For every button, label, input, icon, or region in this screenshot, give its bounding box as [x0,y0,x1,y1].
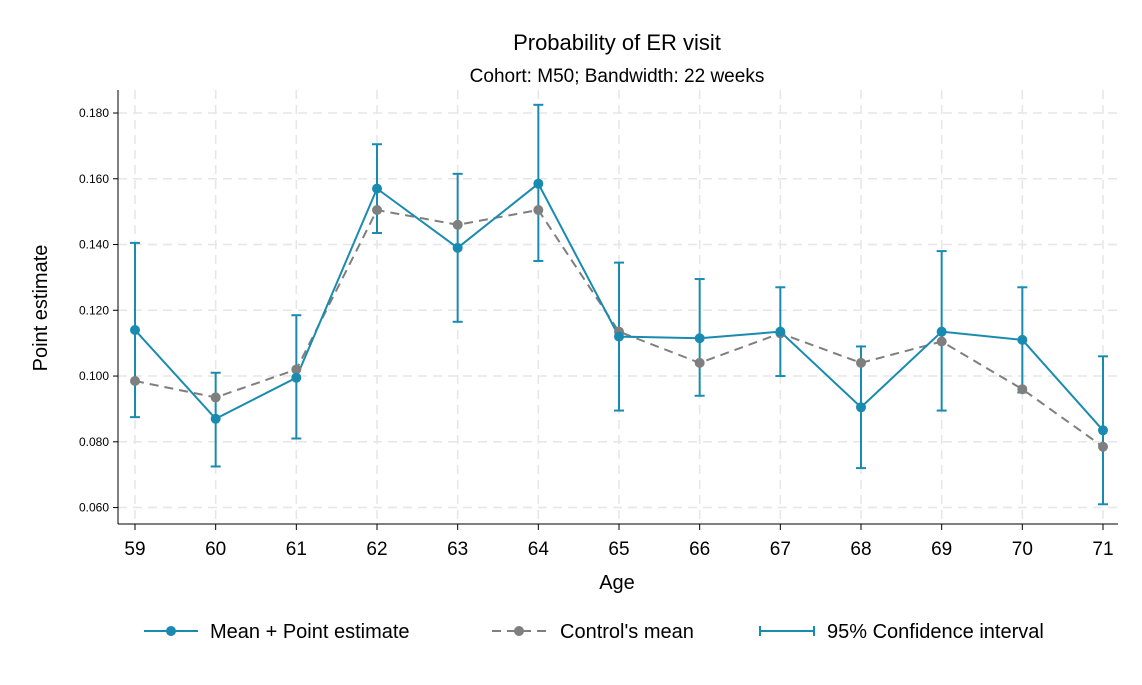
series-0-point-8 [775,326,786,337]
legend-item-confidence-interval: 95% Confidence interval [759,621,1044,643]
y-tick-label-1: 0.080 [79,435,109,449]
legend: Mean + Point estimate Control's mean 95%… [144,621,1044,643]
chart-subtitle: Cohort: M50; Bandwidth: 22 weeks [470,66,765,87]
y-tick-label-2: 0.100 [79,369,109,383]
legend-item-controls-mean: Control's mean [492,621,694,643]
x-tick-label-8: 67 [770,539,791,560]
series-1-point-4 [452,219,463,230]
axes [117,90,1118,525]
legend-label-confidence-interval: 95% Confidence interval [827,621,1044,643]
x-axis-ticks: 59 60 61 62 63 64 65 66 67 68 69 70 71 [124,524,1114,560]
series-0-point-3 [372,183,382,194]
legend-item-mean-point-estimate: Mean + Point estimate [144,621,410,643]
x-tick-label-3: 62 [366,539,387,560]
series-markers [130,178,1108,452]
chart-title: Probability of ER visit [513,30,721,55]
series-0-point-1 [210,413,221,424]
series-0-point-0 [130,325,140,336]
series-0-point-12 [1098,425,1108,436]
series-1-point-0 [130,375,140,386]
y-tick-label-4: 0.140 [79,238,109,252]
x-tick-label-1: 60 [205,539,226,560]
series-0-point-6 [614,331,624,342]
x-tick-label-5: 64 [528,539,550,560]
x-tick-label-0: 59 [124,539,145,560]
series-0-point-5 [533,178,544,189]
y-axis-label: Point estimate [30,245,52,372]
series-0-point-10 [936,326,947,337]
series-1-point-10 [936,336,947,347]
series-1-point-11 [1017,384,1028,395]
legend-label-controls-mean: Control's mean [560,621,694,643]
x-axis-label: Age [599,572,635,594]
y-tick-label-3: 0.120 [79,303,109,317]
legend-label-mean-point-estimate: Mean + Point estimate [210,621,410,643]
series-1-point-2 [291,364,302,375]
y-tick-label-0: 0.060 [79,501,109,515]
x-tick-label-12: 71 [1092,539,1113,560]
series-1-point-1 [210,392,221,403]
x-tick-label-10: 69 [931,539,952,560]
series-1-point-5 [533,205,544,216]
x-tick-label-6: 65 [608,539,629,560]
series-0-point-9 [856,402,866,413]
x-tick-label-7: 66 [689,539,710,560]
x-tick-label-4: 63 [447,539,468,560]
y-tick-label-5: 0.160 [79,172,109,186]
series-1-point-7 [694,357,705,368]
x-tick-label-2: 61 [286,539,307,560]
series-1-point-3 [372,205,382,216]
confidence-intervals [130,103,1108,506]
series-1-point-9 [856,357,866,368]
series-0-point-4 [452,242,463,253]
series-0-point-11 [1017,334,1028,345]
x-tick-label-11: 70 [1012,539,1033,560]
series-1-point-12 [1098,441,1108,452]
series-0-point-2 [291,372,302,383]
y-tick-label-6: 0.180 [79,106,109,120]
x-tick-label-9: 68 [850,539,871,560]
series-0-point-7 [694,333,705,344]
y-axis-ticks: 0.060 0.080 0.100 0.120 0.140 0.160 0.180 [79,106,118,515]
